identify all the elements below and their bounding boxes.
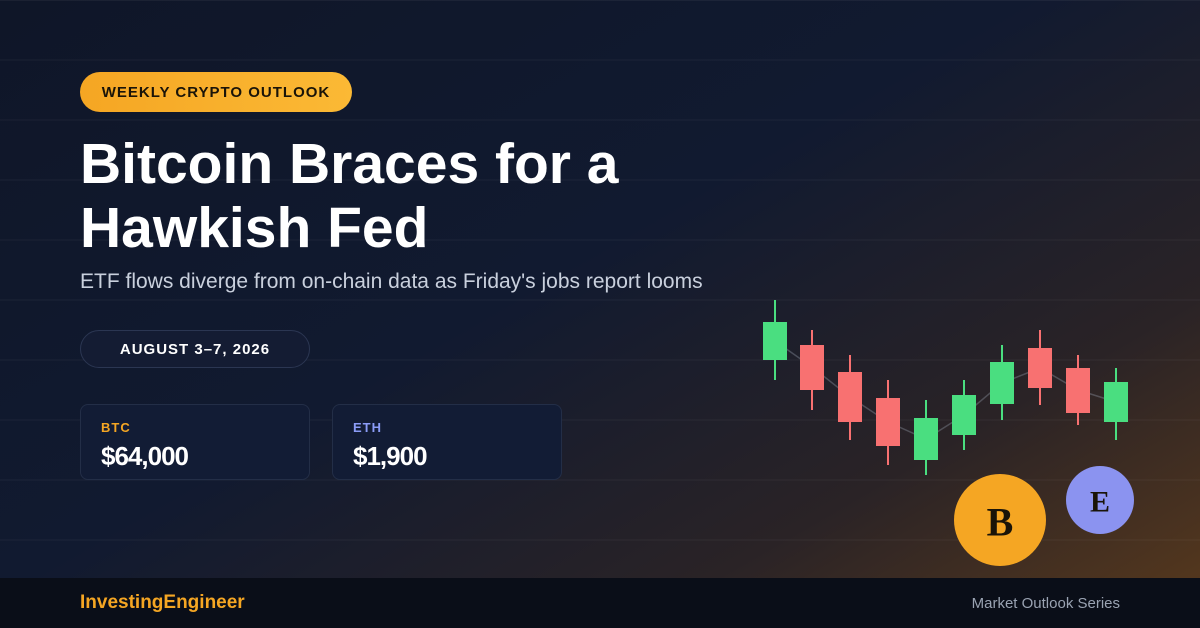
brand: InvestingEngineer [80,592,245,613]
price-value: $64,000 [101,441,189,471]
price-label: BTC [101,420,131,435]
headline: Bitcoin Braces for a [80,132,619,196]
eth-coin [1066,466,1134,534]
btc-coin [954,474,1046,566]
footer-bar [0,578,1200,628]
price-card: BTC $64,000 [80,404,310,480]
btc-coin-letter: B [987,500,1014,545]
date-pill: AUGUST 3–7, 2026 [80,330,310,368]
badge: WEEKLY CRYPTO OUTLOOK [80,72,352,112]
eth-coin-letter: E [1090,486,1110,519]
price-label: ETH [353,420,382,435]
price-value: $1,900 [353,441,428,471]
subtitle: ETF flows diverge from on-chain data as … [80,270,703,293]
candles [763,300,1128,475]
headline: Hawkish Fed [80,196,429,260]
price-card: ETH $1,900 [332,404,562,480]
trend-line [774,340,1117,440]
series-label: Market Outlook Series [971,595,1120,612]
